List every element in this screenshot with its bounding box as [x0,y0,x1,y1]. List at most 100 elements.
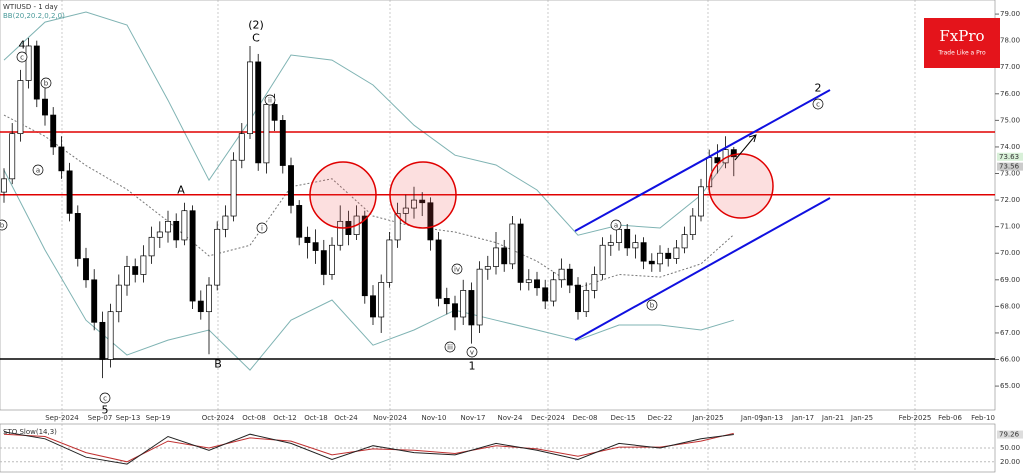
x-tick-label: Feb-10 [971,414,995,422]
logo-name: FxPro [939,27,984,45]
candle-body [230,159,237,217]
candle-body [288,165,294,206]
x-tick-label: Jan-13 [760,414,783,422]
candle-body [99,321,106,360]
price-tag [997,152,1023,161]
wave-circle [444,341,456,353]
y-tick-label: 77.00 [1000,63,1020,71]
candle-body [509,223,516,265]
plot-frame [0,0,996,411]
candle-body [42,98,48,116]
logo-tagline: Trade Like a Pro [937,50,986,57]
highlight-circle [309,161,377,229]
indicator-label: BB(20,20.2,0,2,0) [3,12,65,20]
candle-body [419,199,426,204]
candle-body [9,133,16,180]
y-tick-label: 79.00 [1000,10,1020,18]
wave-label: 5 [102,404,109,417]
candle-body [189,210,196,302]
candle-body [33,45,40,100]
stoch-title: STO Slow(14,3) [3,428,57,436]
candle-body [550,279,557,302]
y-tick-label: 73.00 [1000,170,1020,178]
candle-body [91,279,98,323]
candle-body [247,61,253,135]
wave-circle [32,164,44,176]
candle-body [115,284,122,313]
price-tag-label: 73.63 [999,153,1019,161]
x-tick-label: Oct-18 [304,414,328,422]
y-tick-label: 76.00 [1000,90,1020,98]
candle-body [640,242,647,262]
logo [924,18,1000,68]
wave-label: i [261,225,263,233]
wave-circle [16,51,28,63]
candle-body [378,282,385,318]
candle-body [165,220,171,233]
wave-label: c [103,395,107,403]
x-tick-label: Jan-25 [850,414,873,422]
candle-body [181,210,188,241]
candle-body [468,290,475,326]
candle-body [50,114,57,148]
wave-label: a [36,167,40,175]
candle-body [607,242,614,246]
candle-body [501,247,508,265]
arrow [734,134,757,161]
candle-body [25,45,32,81]
candle-body [689,215,696,235]
candle-body [583,290,590,313]
candle-body [361,215,368,297]
candle-body [320,250,327,275]
wave-label: b [650,302,655,310]
wave-circle [451,263,463,275]
price-tag [997,162,1023,171]
x-tick-label: Sep-2024 [45,414,79,422]
wave-label: b [44,80,49,88]
wave-label: 1 [469,360,476,373]
candle-body [107,311,114,360]
plot-layer: 65.00 66.00 67.00 68.00 69.00 70.00 71.00 72.00… [0,10,1023,466]
x-tick-label: Dec-22 [648,414,673,422]
candle-body [476,268,483,326]
x-tick-label: Oct-08 [242,414,266,422]
candle-body [673,247,680,259]
candle-body [599,244,606,275]
candle-body [124,266,130,286]
candle-body [74,213,81,259]
x-tick-label: Oct-24 [334,414,358,422]
candle-body [148,236,155,257]
candle-body [443,298,450,305]
candle-body [214,228,221,286]
y-tick-label: 67.00 [1000,329,1020,337]
wave-circle [256,222,268,234]
y-tick-label: 70.00 [1000,249,1020,257]
candle-body [591,274,598,291]
y-tick-label: 65.00 [1000,382,1020,390]
candle-body [197,300,204,313]
x-tick-label: Feb-06 [938,414,962,422]
wave-circle [264,94,276,106]
highlight-circle [389,161,457,229]
stoch-k [3,431,734,465]
y-tick-label: 66.00 [1000,356,1020,364]
candle-body [1,178,7,193]
y-tick-label: 71.00 [1000,223,1020,231]
wave-circle [0,219,8,231]
candle-body [206,284,212,313]
candle-body [452,303,458,318]
x-tick-label: Jan-09 [740,414,763,422]
candle-body [156,231,163,238]
y-tick-label: 74.00 [1000,143,1020,151]
candle-body [238,133,245,161]
x-tick-label: Nov-2024 [373,414,407,422]
x-tick-label: Dec-15 [611,414,636,422]
channel-lower [574,197,831,341]
candle-body [66,170,73,214]
candle-body [271,104,278,121]
x-tick-label: Jan-2025 [691,414,723,422]
candle-body [58,146,65,172]
y-tick-label: 69.00 [1000,276,1020,284]
x-tick-label: Dec-08 [573,414,598,422]
